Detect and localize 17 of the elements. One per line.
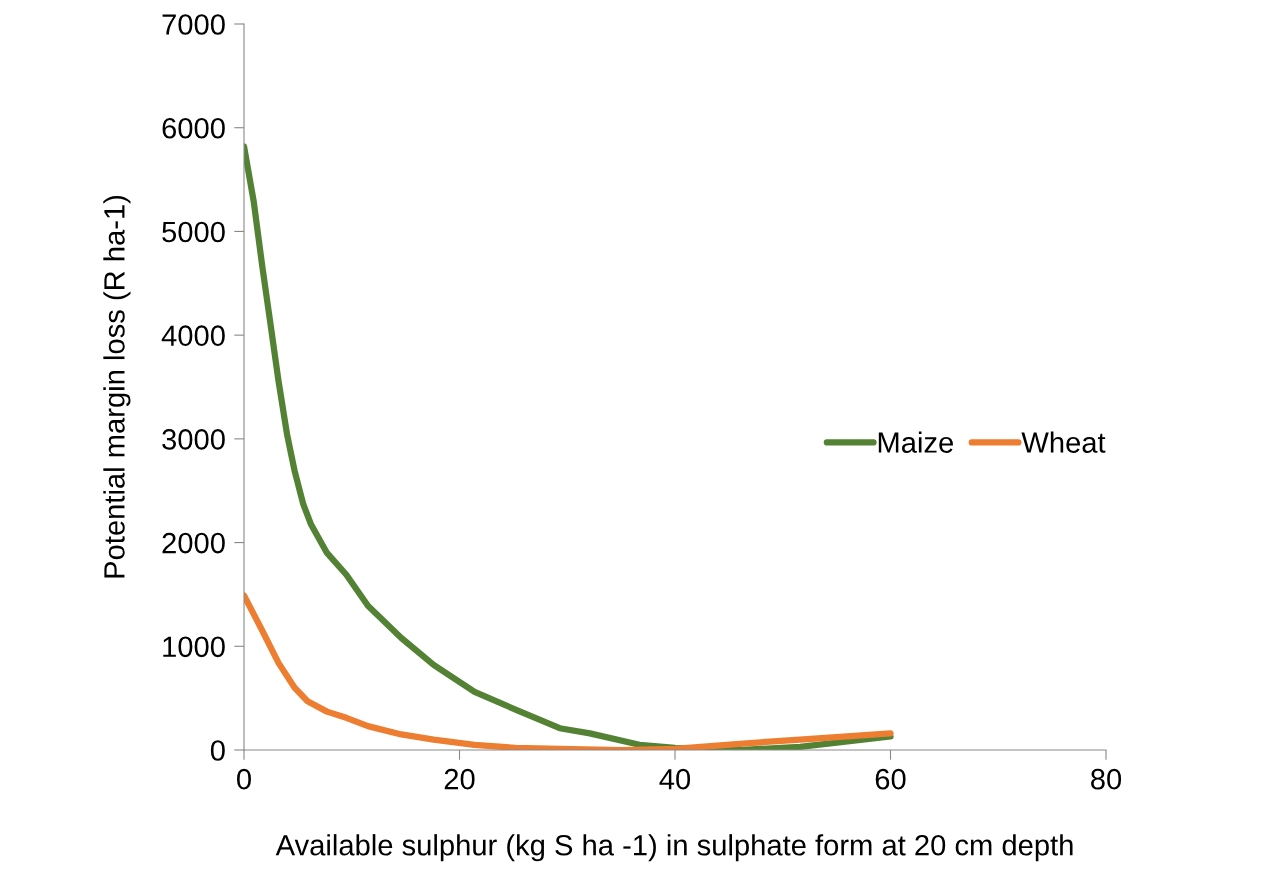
legend-label: Maize xyxy=(878,431,953,453)
y-tick-label: 4000 xyxy=(161,325,225,346)
x-tick-label: 80 xyxy=(1091,768,1122,790)
y-axis-title: Potential margin loss (R ha-1) xyxy=(103,195,131,578)
x-tick-label: 20 xyxy=(444,768,475,790)
x-tick-label: 0 xyxy=(237,768,251,790)
y-tick-label: 6000 xyxy=(162,117,225,139)
legend-label: Wheat xyxy=(1021,431,1106,453)
y-tick-label: 7000 xyxy=(162,14,225,35)
y-tick-label: 1000 xyxy=(163,636,225,658)
x-tick-label: 60 xyxy=(875,768,906,790)
y-tick-label: 5000 xyxy=(162,221,225,243)
y-tick-label: 0 xyxy=(210,740,225,761)
y-tick-label: 3000 xyxy=(162,429,225,450)
x-axis-title: Available sulphur (kg S ha -1) in sulphate form at 20 cm depth xyxy=(275,834,1073,862)
y-tick-label: 2000 xyxy=(162,532,225,554)
x-tick-label: 40 xyxy=(659,768,691,790)
